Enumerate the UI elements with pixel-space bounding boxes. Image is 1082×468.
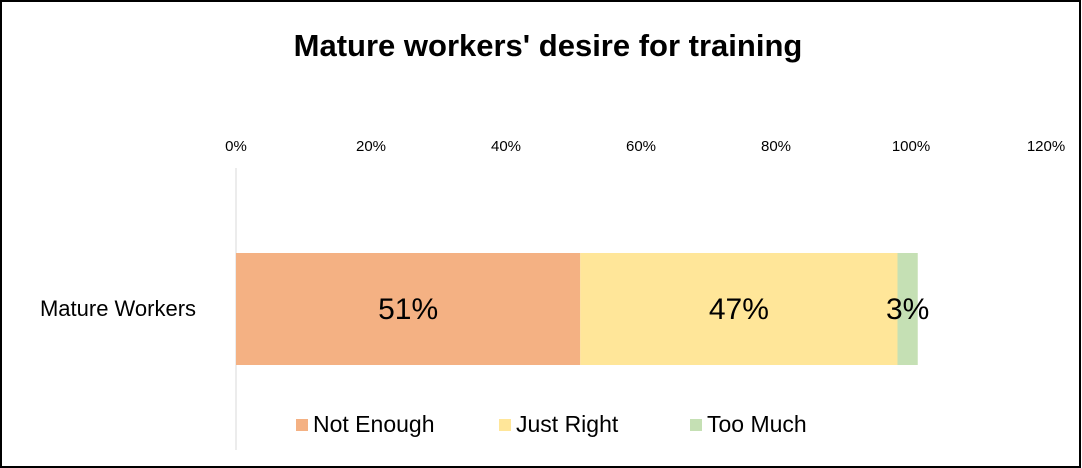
data-label: 51% <box>378 293 438 326</box>
bar-segment <box>236 253 581 365</box>
x-tick-label: 100% <box>892 138 930 155</box>
x-tick-label: 120% <box>1027 138 1065 155</box>
legend-swatch <box>296 419 308 431</box>
chart-title: Mature workers' desire for training <box>294 28 803 63</box>
x-tick-label: 60% <box>626 138 656 155</box>
legend-label: Just Right <box>516 411 619 437</box>
x-tick-label: 20% <box>356 138 386 155</box>
x-tick-label: 80% <box>761 138 791 155</box>
data-label: 47% <box>709 293 769 326</box>
bar-segment <box>580 253 898 365</box>
bar-segment <box>897 253 918 365</box>
data-label: 3% <box>886 293 929 326</box>
x-tick-label: 40% <box>491 138 521 155</box>
x-tick-label: 0% <box>225 138 247 155</box>
legend-label: Too Much <box>707 411 807 437</box>
legend-label: Not Enough <box>313 411 434 437</box>
legend-swatch <box>690 419 702 431</box>
legend-swatch <box>499 419 511 431</box>
y-tick-label: Mature Workers <box>40 296 196 321</box>
